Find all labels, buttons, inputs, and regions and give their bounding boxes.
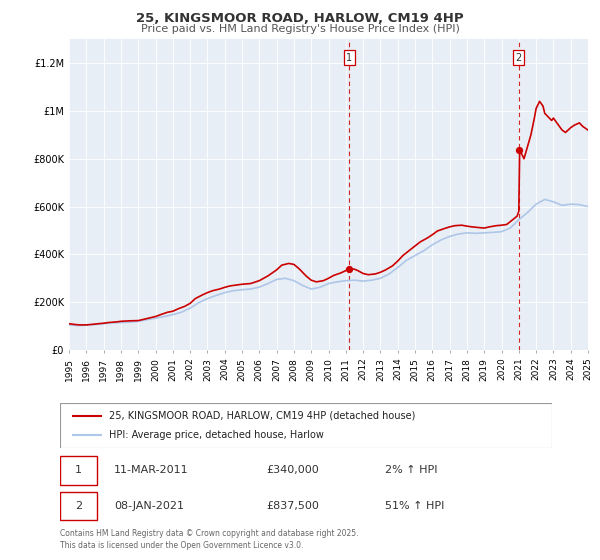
Text: Contains HM Land Registry data © Crown copyright and database right 2025.
This d: Contains HM Land Registry data © Crown c…	[60, 529, 359, 550]
Text: HPI: Average price, detached house, Harlow: HPI: Average price, detached house, Harl…	[109, 431, 324, 441]
Text: £837,500: £837,500	[266, 501, 320, 511]
Text: 25, KINGSMOOR ROAD, HARLOW, CM19 4HP: 25, KINGSMOOR ROAD, HARLOW, CM19 4HP	[136, 12, 464, 25]
Point	[344, 264, 354, 273]
Text: 1: 1	[75, 465, 82, 475]
Text: 25, KINGSMOOR ROAD, HARLOW, CM19 4HP (detached house): 25, KINGSMOOR ROAD, HARLOW, CM19 4HP (de…	[109, 410, 416, 421]
Text: 1: 1	[346, 53, 352, 63]
Bar	[60, 456, 97, 485]
Point	[514, 145, 524, 154]
Text: 11-MAR-2011: 11-MAR-2011	[114, 465, 189, 475]
Text: 2% ↑ HPI: 2% ↑ HPI	[385, 465, 437, 475]
Text: 08-JAN-2021: 08-JAN-2021	[114, 501, 184, 511]
Text: £340,000: £340,000	[266, 465, 319, 475]
Text: 51% ↑ HPI: 51% ↑ HPI	[385, 501, 444, 511]
Text: Price paid vs. HM Land Registry's House Price Index (HPI): Price paid vs. HM Land Registry's House …	[140, 24, 460, 34]
Text: 2: 2	[515, 53, 522, 63]
Bar	[60, 492, 97, 520]
Text: 2: 2	[75, 501, 82, 511]
